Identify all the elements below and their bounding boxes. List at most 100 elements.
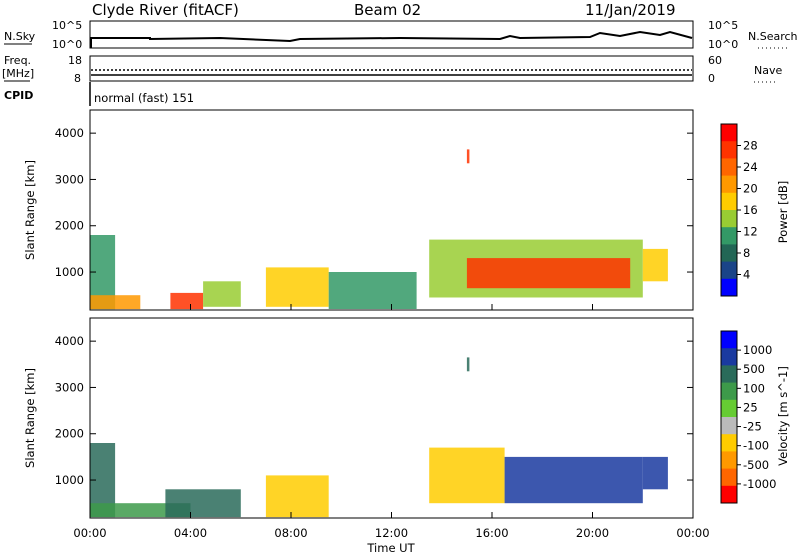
power-colorbar: 28 24 20 16 12 8 4 [720,123,758,297]
velocity-axes: 1000 2000 3000 4000 [55,334,694,518]
colorbar-tick-label: 4 [743,268,750,282]
nave-tick-bottom: 0 [708,72,715,85]
time-tick-label: 12:00 [375,526,408,540]
time-tick-label: 20:00 [576,526,609,540]
nsky-tick-top: 10^5 [52,19,82,32]
scatter-region [429,447,505,504]
y-tick-label: 4000 [55,334,84,348]
scatter-region [203,281,241,307]
colorbar-segment [721,382,737,401]
y-tick-label: 2000 [55,427,84,441]
freq-label-bottom: [MHz] [2,67,34,80]
colorbar-tick-label: 500 [743,362,765,376]
colorbar-segment [721,365,737,384]
time-tick-label: 00:00 [73,526,106,540]
time-axis-label: Time UT [366,541,415,554]
y-tick-label: 1000 [55,265,84,279]
colorbar-segment [721,192,737,211]
colorbar-segment [721,468,737,487]
scatter-region [328,272,417,309]
scatter-region [90,503,191,518]
scatter-region [170,292,204,310]
colorbar-segment [721,451,737,470]
scatter-region [466,258,631,289]
colorbar-segment [721,434,737,452]
time-tick-label: 08:00 [274,526,307,540]
cpid-value: normal (fast) 151 [94,91,194,105]
power-ylabel: Slant Range [km] [23,160,37,260]
cpid-row: CPID normal (fast) 151 [4,82,194,106]
colorbar-tick-label: 12 [743,225,758,239]
scatter-region [265,267,329,307]
colorbar-segment [721,485,737,504]
scatter-region [265,475,329,518]
velocity-ylabel: Slant Range [km] [23,368,37,468]
velocity-heatmap [90,357,668,518]
scatter-region [504,456,643,504]
time-tick-label: 16:00 [475,526,508,540]
colorbar-segment [721,244,737,263]
power-heatmap [90,149,668,310]
freq-panel: Freq. [MHz] 18 8 60 0 Nave [2,54,782,85]
colorbar-tick-label: 1000 [743,343,772,357]
scatter-region [466,149,470,164]
y-tick-label: 3000 [55,380,84,394]
date-title: 11/Jan/2019 [585,1,676,19]
colorbar-tick-label: -1000 [743,477,776,491]
colorbar-segment [721,141,737,159]
colorbar-segment [721,124,737,142]
scatter-region [466,357,470,372]
time-axis: 00:00 04:00 08:00 12:00 16:00 20:00 00:00 [73,526,709,540]
colorbar-segment [721,417,737,435]
y-tick-label: 4000 [55,126,84,140]
station-title: Clyde River (fitACF) [92,1,239,19]
colorbar-segment [721,261,737,280]
colorbar-segment [721,399,737,418]
colorbar-tick-label: 100 [743,381,765,395]
freq-tick-bottom: 8 [74,72,81,85]
colorbar-tick-label: -100 [743,439,769,453]
nave-tick-top: 60 [708,54,722,67]
nave-label: Nave [754,64,782,77]
nsky-label: N.Sky [4,30,36,43]
colorbar-segment [721,227,737,245]
freq-label-top: Freq. [4,54,31,67]
colorbar-segment [721,278,737,297]
colorbar-tick-label: 8 [743,246,750,260]
colorbar-tick-label: 20 [743,182,758,196]
colorbar-frame [720,330,738,504]
scatter-region [642,248,668,282]
nsky-panel: N.Sky 10^5 10^0 10^5 10^0 N.Search [4,19,798,51]
time-tick-label: 04:00 [174,526,207,540]
colorbar-segment [721,158,737,177]
cpid-label: CPID [4,89,33,102]
colorbar-segment [721,175,737,194]
nsearch-tick-top: 10^5 [708,19,738,32]
colorbar-segment [721,210,737,228]
freq-tick-top: 18 [68,54,82,67]
scatter-region [165,489,241,518]
power-cbar-label: Power [dB] [776,181,790,244]
velocity-colorbar: 1000 500 100 25 -25 -100 -500 -1000 [720,330,776,504]
colorbar-segment [721,331,737,349]
colorbar-segment [721,348,737,366]
colorbar-tick-label: 25 [743,400,758,414]
scatter-region [90,295,141,310]
power-axes: 1000 2000 3000 4000 [55,126,694,310]
y-tick-label: 2000 [55,219,84,233]
power-panel: 1000 2000 3000 4000 Slant Range [km] [23,109,694,311]
velocity-cbar-label: Velocity [m s^-1] [776,366,790,466]
colorbar-tick-label: -500 [743,458,769,472]
velocity-panel: 1000 2000 3000 4000 Slant Range [km] [23,317,694,519]
nsearch-tick-bottom: 10^0 [708,38,738,51]
y-tick-label: 1000 [55,473,84,487]
time-tick-label: 00:00 [676,526,709,540]
colorbar-tick-label: -25 [743,420,762,434]
colorbar-tick-label: 28 [743,139,758,153]
nsearch-label: N.Search [748,30,798,43]
beam-title: Beam 02 [354,1,421,19]
colorbar-tick-label: 24 [743,160,758,174]
y-tick-label: 3000 [55,172,84,186]
scatter-region [642,456,668,490]
